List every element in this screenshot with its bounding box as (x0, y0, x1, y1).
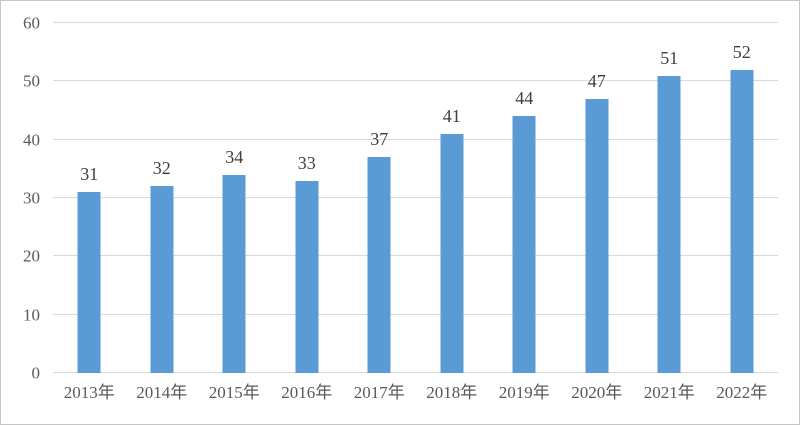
x-axis-tick-label: 2018年 (426, 383, 478, 402)
gridline (53, 80, 778, 82)
bar (367, 157, 391, 373)
gridline (53, 197, 778, 198)
bar-value-label: 44 (515, 88, 534, 109)
x-axis-tick-label: 2019年 (498, 383, 550, 402)
x-axis-tick-label: 2013年 (63, 383, 115, 402)
y-axis-tick-label: 10 (23, 305, 40, 325)
gridline (53, 22, 778, 23)
y-axis-tick-label: 60 (23, 13, 40, 33)
bar (440, 133, 464, 373)
bar (222, 174, 246, 373)
bar-value-label: 33 (297, 152, 316, 173)
bar-value-label: 37 (370, 129, 389, 150)
y-axis-tick-label: 0 (31, 363, 41, 383)
y-axis-tick-label: 20 (23, 246, 40, 266)
bar-value-label: 34 (225, 146, 244, 167)
gridline (53, 138, 778, 140)
bar (585, 98, 609, 373)
bar-value-label: 31 (80, 164, 99, 185)
bar (512, 116, 536, 373)
bar (730, 69, 754, 373)
bar-value-label: 32 (152, 158, 171, 179)
y-axis-tick-label: 30 (23, 188, 40, 208)
gridline (53, 255, 778, 257)
bar (77, 192, 101, 373)
bar (150, 186, 174, 373)
x-axis-tick-label: 2016年 (281, 383, 333, 402)
bar-value-label: 41 (442, 105, 461, 126)
x-axis-tick-label: 2015年 (208, 383, 260, 402)
bar (657, 75, 681, 373)
x-axis-tick-label: 2020年 (571, 383, 623, 402)
x-axis-tick-label: 2021年 (643, 383, 695, 402)
y-axis-tick-label: 40 (23, 130, 40, 150)
x-axis-tick-label: 2014年 (136, 383, 188, 402)
bar (295, 180, 319, 373)
x-axis-tick-label: 2017年 (353, 383, 405, 402)
gridline (53, 372, 778, 373)
gridline (53, 313, 778, 315)
plot-area: 0 10 20 30 40 50 60 31 32 34 33 37 41 44 47 51 52 2013年… (23, 15, 778, 401)
x-axis-tick-label: 2022年 (716, 383, 768, 402)
bar-value-label: 51 (660, 47, 679, 68)
y-axis-tick-label: 50 (23, 71, 40, 91)
bar-value-label: 52 (732, 41, 751, 62)
bar-value-label: 47 (587, 70, 606, 91)
